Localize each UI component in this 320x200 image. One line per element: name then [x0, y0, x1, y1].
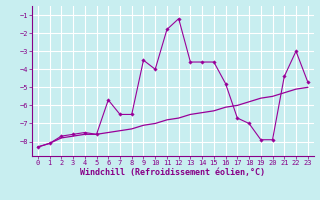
- X-axis label: Windchill (Refroidissement éolien,°C): Windchill (Refroidissement éolien,°C): [80, 168, 265, 177]
